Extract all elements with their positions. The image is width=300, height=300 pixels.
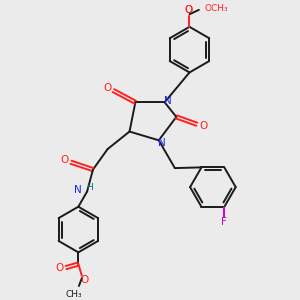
- Text: F: F: [221, 217, 227, 227]
- Text: O: O: [61, 155, 69, 165]
- Text: O: O: [199, 121, 207, 131]
- Text: O: O: [184, 5, 192, 16]
- Text: N: N: [74, 185, 82, 195]
- Text: OCH₃: OCH₃: [205, 4, 228, 13]
- Text: O: O: [184, 5, 192, 16]
- Text: O: O: [103, 83, 111, 93]
- Text: O: O: [56, 262, 64, 273]
- Text: N: N: [164, 96, 172, 106]
- Text: O: O: [80, 275, 88, 285]
- Text: H: H: [86, 184, 93, 193]
- Text: CH₃: CH₃: [66, 290, 82, 299]
- Text: N: N: [158, 138, 166, 148]
